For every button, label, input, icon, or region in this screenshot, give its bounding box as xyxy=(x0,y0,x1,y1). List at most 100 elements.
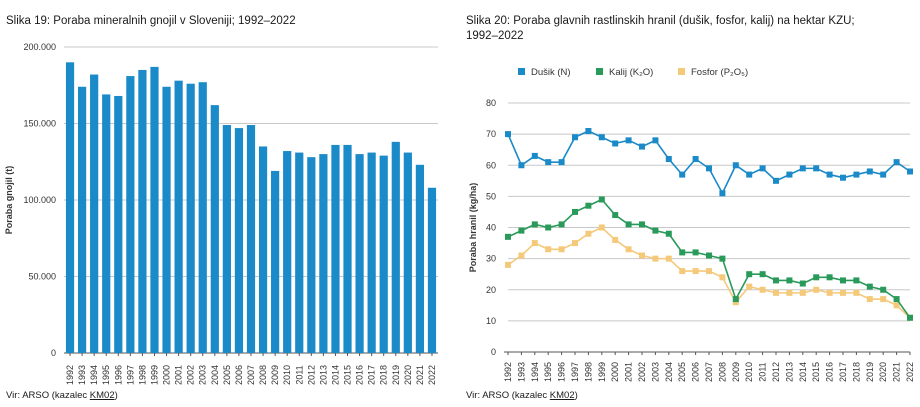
data-point-kalij xyxy=(692,249,699,256)
bar xyxy=(126,76,135,353)
bar xyxy=(415,164,425,353)
x-tick-label: 1997 xyxy=(125,365,135,385)
x-tick-label: 2022 xyxy=(905,362,915,382)
x-tick-label: 2004 xyxy=(210,365,220,385)
data-point-dusik xyxy=(612,140,619,147)
data-point-dusik xyxy=(585,128,592,135)
bar xyxy=(379,155,388,353)
series-kalij xyxy=(505,196,913,321)
data-point-kalij xyxy=(853,277,860,284)
data-point-fosfor xyxy=(893,302,900,309)
data-point-dusik xyxy=(558,159,565,166)
bar-chart: 0 50.000 100.000 150.000 200.000 1992 1993 1994… xyxy=(4,42,438,385)
bar xyxy=(90,74,99,353)
bar xyxy=(234,128,244,353)
x-tick-label: 1994 xyxy=(530,362,540,382)
bar xyxy=(138,69,147,353)
bar xyxy=(295,152,304,353)
data-point-dusik xyxy=(826,171,833,178)
bar xyxy=(367,152,376,353)
data-point-kalij xyxy=(585,202,592,209)
x-tick-label: 2021 xyxy=(415,365,425,385)
x-tick-label: 1992 xyxy=(65,365,75,385)
y-tick-label: 60 xyxy=(486,160,496,170)
x-tick-label: 2009 xyxy=(731,362,741,382)
bar xyxy=(102,94,111,354)
y-tick-label: 50 xyxy=(486,191,496,201)
data-point-dusik xyxy=(746,171,753,178)
bar xyxy=(186,83,195,353)
data-point-fosfor xyxy=(786,289,793,296)
data-point-dusik xyxy=(853,171,860,178)
x-tick-label: 1996 xyxy=(113,365,123,385)
data-point-fosfor xyxy=(545,246,552,253)
data-point-dusik xyxy=(893,159,900,166)
data-point-dusik xyxy=(639,143,645,150)
right-source-prefix: Vir: ARSO (kazalec xyxy=(466,390,550,401)
data-point-kalij xyxy=(759,271,766,278)
bar xyxy=(114,95,123,354)
x-tick-label: 1994 xyxy=(89,365,99,385)
series-fosfor xyxy=(505,224,913,321)
data-point-dusik xyxy=(652,137,659,144)
x-tick-label: 2012 xyxy=(771,362,781,382)
x-tick-label: 1998 xyxy=(137,365,147,385)
left-source-link[interactable]: KM02 xyxy=(89,390,115,401)
x-tick-label: 2005 xyxy=(677,362,687,382)
x-tick-label: 2000 xyxy=(610,362,620,382)
x-tick-label: 2002 xyxy=(637,362,647,382)
x-tick-label: 1998 xyxy=(583,362,593,382)
bar xyxy=(210,105,219,353)
x-tick-label: 2022 xyxy=(427,365,437,385)
x-tick-label: 2007 xyxy=(246,365,256,385)
data-point-fosfor xyxy=(665,255,672,262)
data-point-dusik xyxy=(880,171,887,178)
right-source-link[interactable]: KM02 xyxy=(549,390,575,401)
y-tick-label: 30 xyxy=(486,254,496,264)
data-point-dusik xyxy=(759,165,766,172)
data-point-fosfor xyxy=(505,261,511,268)
bar xyxy=(319,154,328,353)
data-point-fosfor xyxy=(692,268,699,275)
data-point-dusik xyxy=(692,156,699,163)
data-point-kalij xyxy=(679,249,686,256)
x-tick-label: 2021 xyxy=(892,362,902,382)
bar xyxy=(174,80,183,353)
y-tick-label: 20 xyxy=(486,285,496,295)
x-tick-label: 2017 xyxy=(838,362,848,382)
data-point-fosfor xyxy=(840,289,846,296)
data-point-kalij xyxy=(625,221,632,228)
data-point-kalij xyxy=(706,252,712,259)
legend-label: Dušik (N) xyxy=(531,67,571,78)
y-tick-label: 0 xyxy=(51,348,56,358)
x-tick-label: 1995 xyxy=(543,362,553,382)
bar xyxy=(77,86,87,353)
data-point-dusik xyxy=(598,134,605,141)
bar xyxy=(162,86,171,353)
right-source: Vir: ARSO (kazalec KM02) xyxy=(466,390,578,401)
x-tick-label: 2003 xyxy=(198,365,208,385)
data-point-fosfor xyxy=(853,289,860,296)
data-point-fosfor xyxy=(706,268,712,275)
data-point-dusik xyxy=(786,171,793,178)
right-chart-title: Slika 20: Poraba glavnih rastlinskih hra… xyxy=(466,14,855,44)
x-tick-label: 2001 xyxy=(174,365,184,385)
x-tick-label: 2015 xyxy=(343,365,353,385)
x-tick-label: 2018 xyxy=(851,362,861,382)
data-point-dusik xyxy=(665,156,672,163)
data-point-fosfor xyxy=(531,240,538,247)
right-chart-title-line2: 1992–2022 xyxy=(466,30,524,42)
bar xyxy=(403,152,412,353)
x-tick-label: 2010 xyxy=(282,365,292,385)
data-point-kalij xyxy=(893,296,900,303)
data-point-dusik xyxy=(545,159,552,166)
x-tick-label: 1999 xyxy=(149,365,159,385)
data-point-kalij xyxy=(612,212,619,219)
data-point-fosfor xyxy=(719,274,726,281)
left-source-suffix: ) xyxy=(114,390,118,401)
x-tick-label: 2001 xyxy=(624,362,634,382)
x-tick-label: 2012 xyxy=(306,365,316,385)
data-point-fosfor xyxy=(639,252,645,259)
y-tick-label: 200.000 xyxy=(23,42,56,52)
x-tick-label: 2006 xyxy=(691,362,701,382)
